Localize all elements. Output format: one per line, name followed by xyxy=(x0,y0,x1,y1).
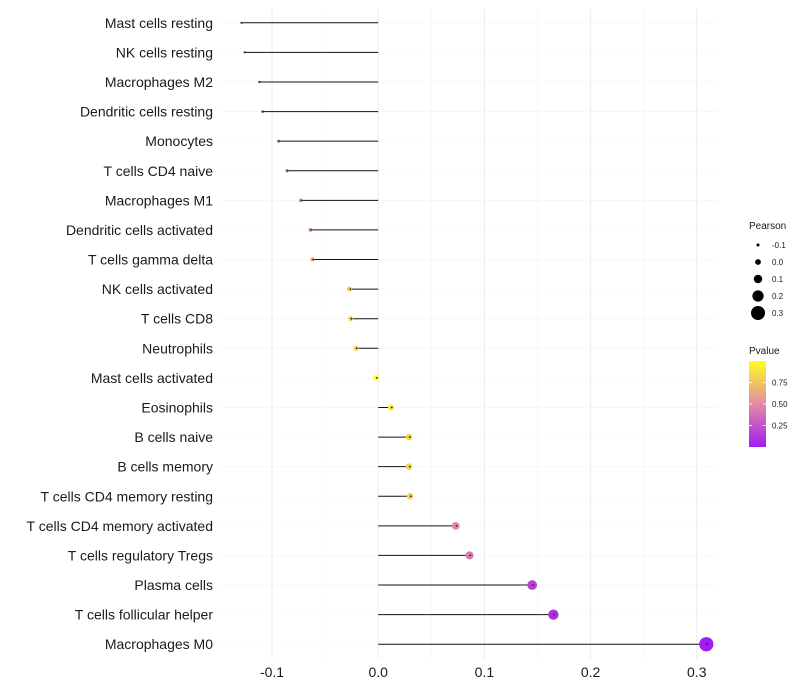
category-label: NK cells activated xyxy=(102,281,213,297)
category-label: Macrophages M1 xyxy=(105,192,213,208)
category-label: Plasma cells xyxy=(134,577,213,593)
lollipop-center-dot xyxy=(409,495,412,498)
lollipop-center-dot xyxy=(532,584,534,586)
category-label: B cells naive xyxy=(134,429,213,445)
color-legend-title: Pvalue xyxy=(749,346,780,357)
lollipop-center-dot xyxy=(390,406,393,409)
grid xyxy=(220,8,718,659)
lollipop-center-dot xyxy=(278,140,281,143)
category-label: T cells CD8 xyxy=(141,311,213,327)
category-label: Monocytes xyxy=(145,133,213,149)
size-legend-label: -0.1 xyxy=(772,241,786,250)
size-legend-key xyxy=(752,290,764,302)
category-label: Macrophages M0 xyxy=(105,636,213,652)
size-legend-label: 0.1 xyxy=(772,275,784,284)
lollipop-center-dot xyxy=(408,436,411,438)
lollipop-center-dot xyxy=(241,21,243,24)
lollipop-center-dot xyxy=(350,317,353,320)
category-label: T cells CD4 naive xyxy=(104,163,214,179)
category-label: T cells gamma delta xyxy=(88,252,213,268)
lollipop-center-dot xyxy=(469,554,472,557)
lollipop-center-dot xyxy=(244,51,247,54)
size-legend-label: 0.3 xyxy=(772,309,784,318)
x-tick-label: 0.0 xyxy=(368,664,388,680)
lollipop-center-dot xyxy=(300,199,303,202)
color-legend-label: 0.75 xyxy=(772,379,788,388)
color-legend-bar xyxy=(749,361,766,447)
category-label: Dendritic cells resting xyxy=(80,104,213,120)
category-label: Eosinophils xyxy=(141,399,213,415)
category-label: Mast cells resting xyxy=(105,15,213,31)
lollipop-center-dot xyxy=(455,524,458,527)
size-legend-title: Pearson xyxy=(749,221,786,232)
x-tick-label: 0.1 xyxy=(475,664,495,680)
size-legend-key xyxy=(753,274,763,284)
x-tick-label: 0.2 xyxy=(581,664,601,680)
lollipop-center-dot xyxy=(706,643,709,646)
category-label: NK cells resting xyxy=(116,44,213,60)
lollipop-center-dot xyxy=(286,169,289,172)
category-label: Neutrophils xyxy=(142,340,213,356)
size-legend-label: 0.2 xyxy=(772,292,784,301)
category-label: Mast cells activated xyxy=(91,370,213,386)
lollipop-center-dot xyxy=(262,110,265,113)
x-tick-label: 0.3 xyxy=(687,664,707,680)
category-label: T cells follicular helper xyxy=(75,607,214,623)
category-label: Macrophages M2 xyxy=(105,74,213,90)
x-tick-label: -0.1 xyxy=(260,664,284,680)
size-legend-label: 0.0 xyxy=(772,258,784,267)
lollipop-center-dot xyxy=(553,613,556,616)
lollipop-center-dot xyxy=(310,229,312,231)
category-label: B cells memory xyxy=(117,459,213,475)
lollipop-center-dot xyxy=(312,258,315,261)
size-legend-key xyxy=(756,243,760,247)
lollipop-center-dot xyxy=(349,288,352,291)
size-legend-key xyxy=(755,259,761,265)
color-legend-label: 0.25 xyxy=(772,422,788,431)
size-legend-key xyxy=(751,306,765,320)
lollipop-center-dot xyxy=(259,81,261,83)
category-label: T cells CD4 memory resting xyxy=(41,488,213,504)
category-label: T cells regulatory Tregs xyxy=(68,547,213,563)
category-label: Dendritic cells activated xyxy=(66,222,213,238)
lollipop-center-dot xyxy=(408,465,411,468)
category-label: T cells CD4 memory activated xyxy=(27,518,213,534)
lollipop-center-dot xyxy=(355,347,358,350)
color-legend-label: 0.50 xyxy=(772,400,788,409)
lollipop-center-dot xyxy=(375,376,378,379)
